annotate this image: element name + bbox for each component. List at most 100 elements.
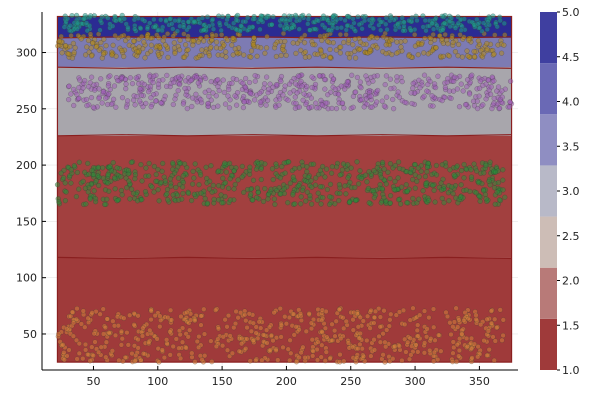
data-point — [439, 13, 445, 19]
data-point — [271, 310, 277, 316]
data-point — [87, 31, 94, 37]
data-point — [380, 331, 386, 337]
data-point — [475, 106, 481, 112]
data-point — [370, 187, 376, 194]
data-point — [308, 178, 314, 184]
data-point — [320, 163, 326, 170]
data-point — [459, 54, 465, 60]
data-point — [343, 32, 349, 38]
data-point — [214, 39, 220, 45]
data-point — [88, 13, 94, 19]
data-point — [458, 182, 464, 188]
data-point — [424, 88, 430, 94]
data-point — [162, 178, 168, 184]
data-point — [327, 20, 333, 26]
data-point — [324, 186, 330, 193]
data-point — [420, 24, 426, 30]
data-point — [274, 187, 280, 194]
data-point — [464, 335, 470, 342]
data-point — [111, 323, 118, 329]
data-point — [189, 350, 195, 356]
data-point — [96, 349, 102, 355]
data-point — [273, 161, 279, 167]
data-point — [383, 51, 389, 57]
data-point — [358, 175, 364, 182]
data-point — [499, 50, 505, 56]
data-point — [347, 199, 353, 205]
data-point — [139, 16, 146, 23]
data-point — [396, 309, 403, 315]
contour-boundaries — [57, 36, 512, 260]
data-point — [155, 27, 161, 33]
data-point — [211, 196, 217, 202]
data-point — [447, 19, 453, 25]
data-point — [356, 335, 362, 341]
data-point — [346, 14, 352, 20]
data-point — [482, 191, 488, 197]
data-point — [134, 93, 140, 100]
data-point — [408, 352, 414, 358]
data-point — [296, 17, 303, 23]
data-point — [301, 91, 307, 97]
data-point — [174, 192, 180, 198]
data-point — [488, 84, 494, 90]
data-point — [470, 98, 477, 104]
data-point — [264, 327, 270, 333]
data-point — [469, 345, 475, 352]
data-point — [293, 14, 300, 20]
data-point — [298, 201, 304, 207]
data-point — [461, 317, 467, 324]
data-point — [471, 54, 477, 60]
data-point — [89, 310, 95, 316]
data-point — [224, 37, 231, 43]
data-point — [170, 160, 176, 166]
data-point — [71, 163, 77, 169]
series-group — [66, 72, 515, 112]
data-point — [278, 322, 284, 328]
data-point — [90, 353, 96, 359]
data-point — [312, 182, 319, 188]
data-point — [377, 324, 383, 330]
data-point — [285, 346, 291, 352]
data-point — [65, 51, 71, 57]
data-point — [439, 162, 445, 168]
data-point — [260, 198, 267, 205]
data-point — [430, 32, 436, 38]
data-point — [338, 335, 344, 342]
data-point — [426, 197, 432, 203]
data-point — [338, 16, 344, 22]
data-point — [204, 14, 211, 20]
data-point — [63, 43, 69, 49]
data-point — [310, 348, 316, 354]
data-point — [80, 178, 86, 184]
data-point — [134, 49, 140, 55]
data-point — [384, 27, 390, 33]
data-point — [138, 25, 144, 32]
data-point — [139, 178, 145, 184]
data-point — [371, 320, 377, 326]
data-point — [243, 318, 249, 324]
data-point — [257, 90, 263, 96]
data-point — [399, 184, 405, 190]
data-point — [412, 162, 418, 168]
data-point — [296, 183, 302, 189]
series-group — [54, 159, 508, 207]
data-point — [468, 167, 474, 173]
data-point — [218, 27, 224, 33]
data-point — [487, 159, 493, 165]
data-point — [167, 329, 173, 335]
data-point — [362, 172, 369, 178]
data-point — [380, 352, 386, 358]
data-point — [282, 170, 288, 176]
data-point — [159, 168, 165, 174]
data-point — [265, 97, 271, 103]
data-point — [388, 15, 395, 21]
data-point — [401, 19, 407, 25]
data-point — [233, 17, 239, 23]
data-point — [225, 13, 231, 20]
data-point — [204, 175, 210, 181]
data-point — [459, 331, 465, 337]
data-point — [68, 33, 74, 39]
data-point — [105, 180, 111, 186]
data-point — [497, 18, 503, 24]
